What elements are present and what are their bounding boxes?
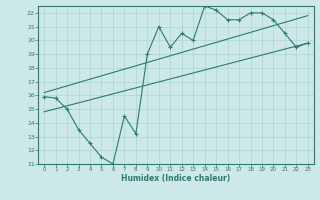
X-axis label: Humidex (Indice chaleur): Humidex (Indice chaleur) xyxy=(121,174,231,183)
